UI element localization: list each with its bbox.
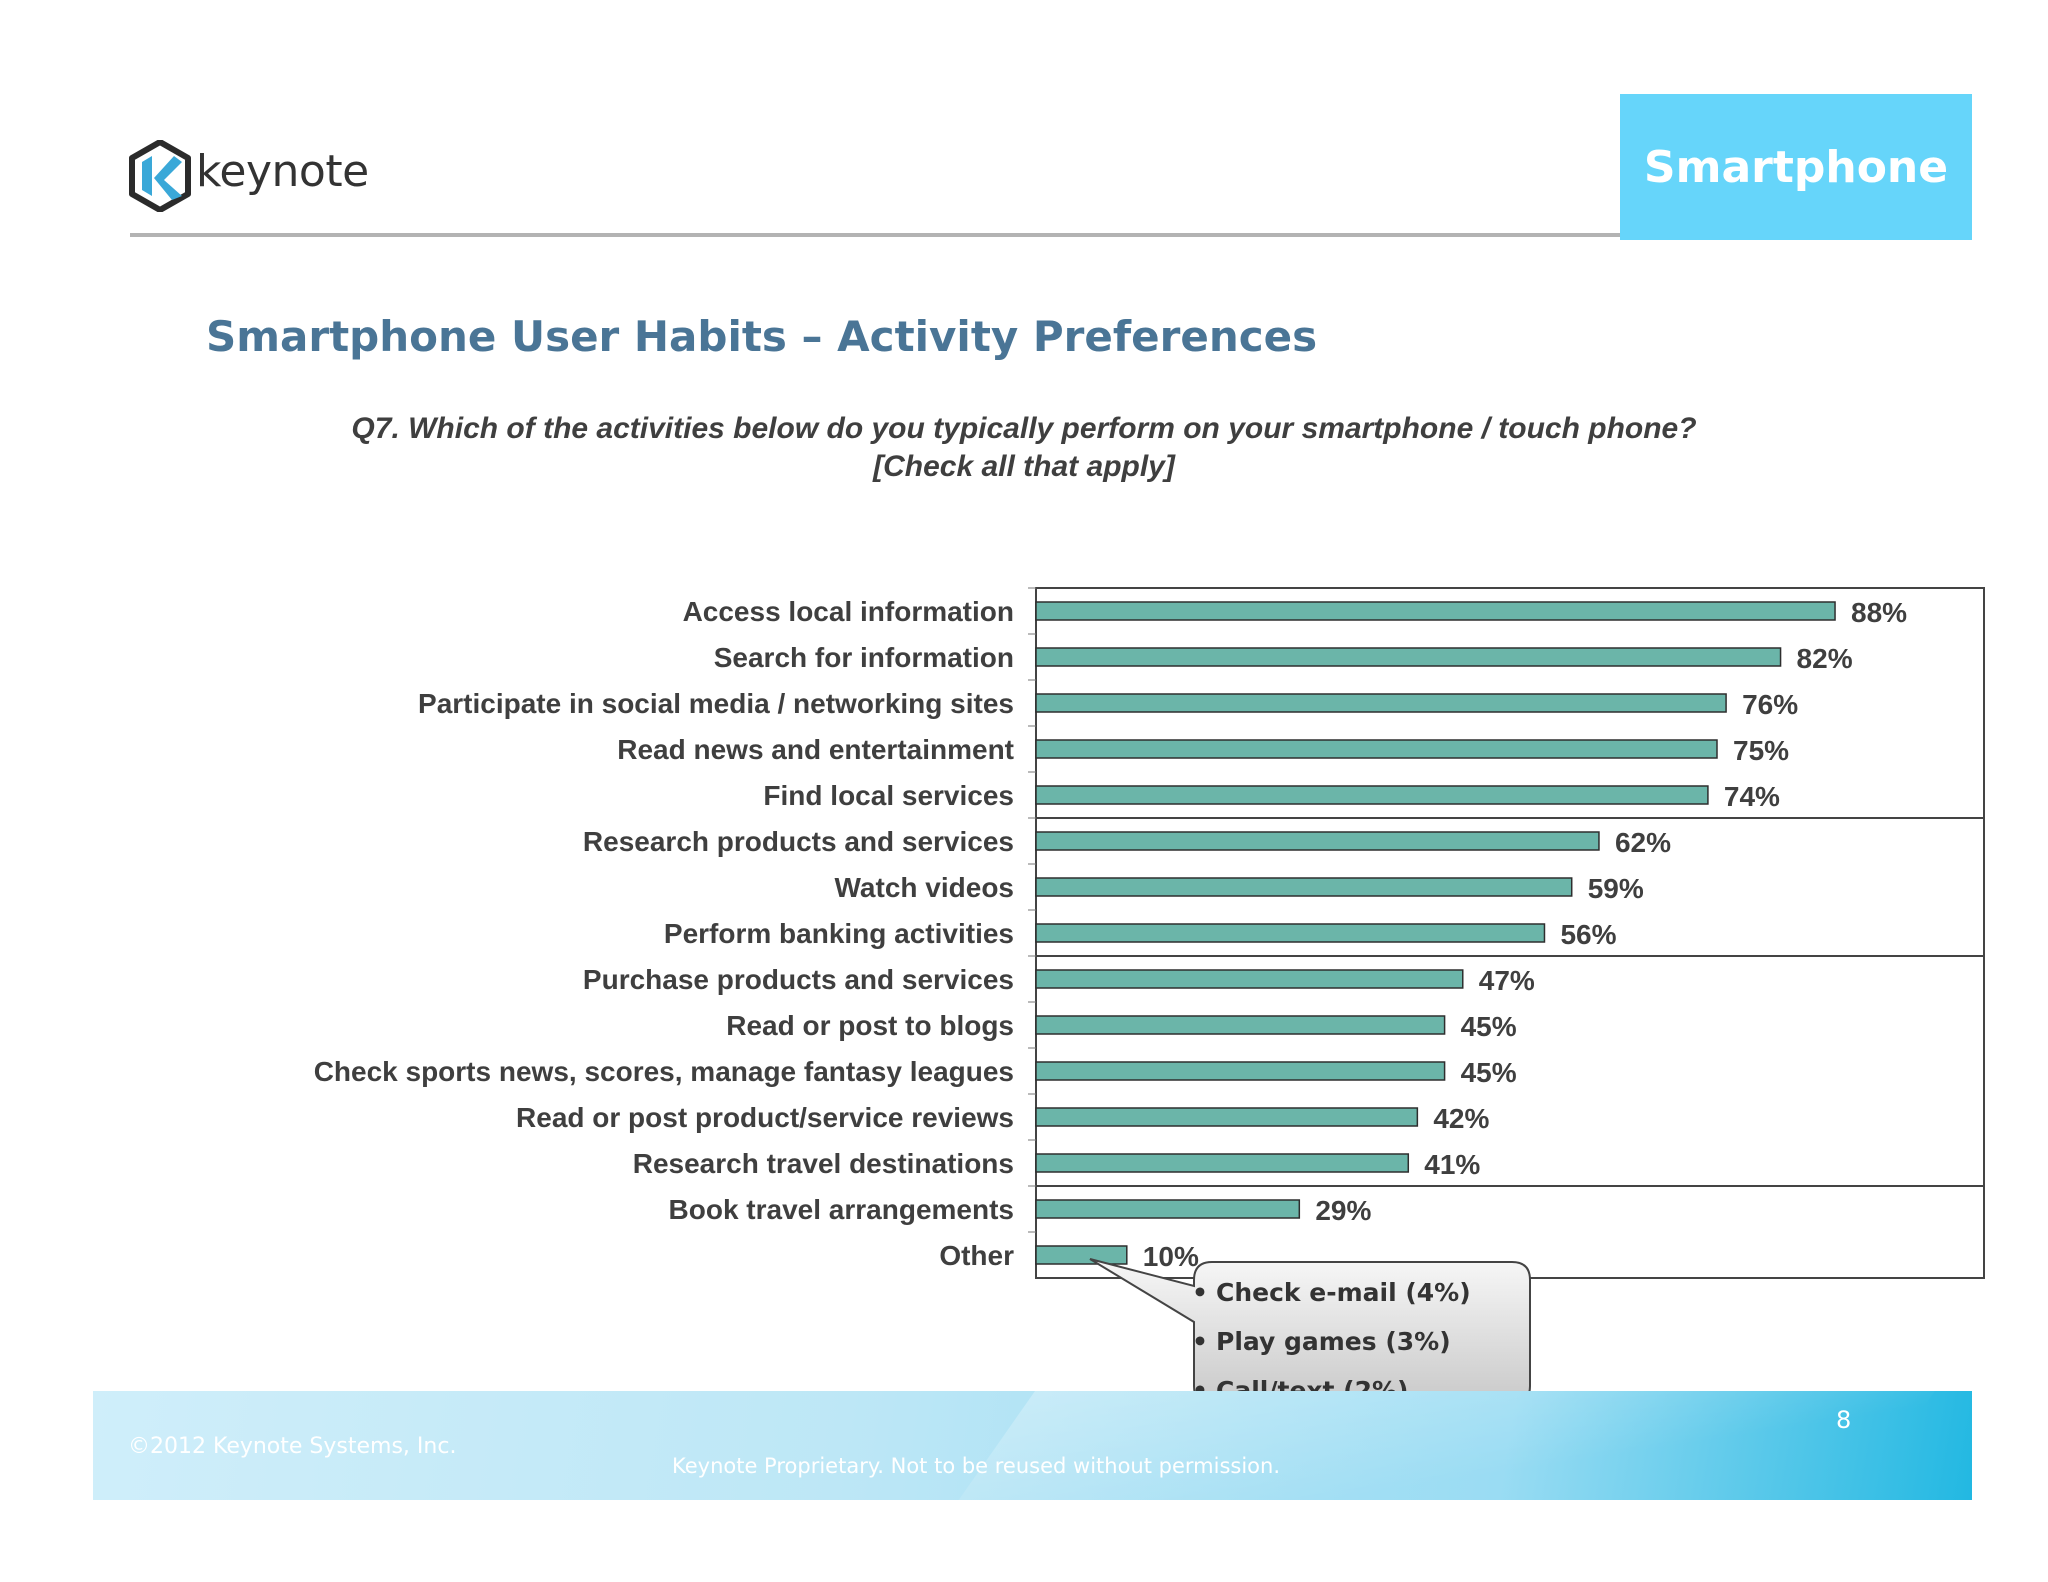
category-label: Find local services xyxy=(763,780,1014,811)
callout-item: • Play games (3%) xyxy=(1192,1327,1451,1356)
bar xyxy=(1035,1061,1446,1081)
value-label: 76% xyxy=(1742,689,1798,720)
category-label: Research travel destinations xyxy=(633,1148,1014,1179)
footer-decoration xyxy=(922,1391,1964,1500)
value-label: 42% xyxy=(1433,1103,1489,1134)
survey-question: Q7. Which of the activities below do you… xyxy=(0,410,2048,486)
bar xyxy=(1035,647,1782,667)
value-label: 82% xyxy=(1797,643,1853,674)
bar xyxy=(1035,785,1709,805)
category-label: Read news and entertainment xyxy=(617,734,1014,765)
value-label: 47% xyxy=(1479,965,1535,996)
value-label: 10% xyxy=(1143,1241,1199,1272)
category-label: Other xyxy=(939,1240,1014,1271)
section-tab-label: Smartphone xyxy=(1643,141,1949,193)
footer-band xyxy=(93,1391,1972,1500)
other-callout-list: •Check e-mail (4%) •Play games (3%) •Cal… xyxy=(1192,1268,1518,1415)
category-label: Read or post product/service reviews xyxy=(516,1102,1014,1133)
question-line-1: Q7. Which of the activities below do you… xyxy=(351,412,1697,445)
question-line-2: [Check all that apply] xyxy=(873,450,1175,483)
category-label: Access local information xyxy=(683,596,1014,627)
bar xyxy=(1035,601,1836,621)
bar xyxy=(1035,877,1573,897)
value-label: 45% xyxy=(1461,1011,1517,1042)
bar xyxy=(1035,1015,1446,1035)
keynote-k-hexagon-icon xyxy=(129,140,191,212)
footer-copyright: ©2012 Keynote Systems, Inc. xyxy=(128,1434,457,1459)
category-label: Watch videos xyxy=(835,872,1014,903)
category-label: Research products and services xyxy=(583,826,1014,857)
bar xyxy=(1035,1153,1410,1173)
value-label: 75% xyxy=(1733,735,1789,766)
category-label: Read or post to blogs xyxy=(726,1010,1014,1041)
header-divider xyxy=(130,233,1620,237)
value-label: 29% xyxy=(1315,1195,1371,1226)
page-number: 8 xyxy=(1836,1406,1852,1434)
callout-item: • Check e-mail (4%) xyxy=(1192,1278,1471,1307)
category-label: Participate in social media / networking… xyxy=(418,688,1014,719)
bar xyxy=(1035,1199,1301,1219)
value-label: 41% xyxy=(1424,1149,1480,1180)
bar xyxy=(1035,1107,1419,1127)
value-label: 45% xyxy=(1461,1057,1517,1088)
category-label: Perform banking activities xyxy=(664,918,1014,949)
section-tab: Smartphone xyxy=(1620,94,1972,240)
logo-text: keynote xyxy=(196,146,369,197)
keynote-logo: keynote xyxy=(128,140,369,215)
category-label: Check sports news, scores, manage fantas… xyxy=(314,1056,1014,1087)
category-label: Search for information xyxy=(714,642,1014,673)
bar xyxy=(1035,831,1600,851)
category-label: Book travel arrangements xyxy=(669,1194,1014,1225)
bar xyxy=(1035,739,1718,759)
value-label: 74% xyxy=(1724,781,1780,812)
bar xyxy=(1035,969,1464,989)
value-label: 88% xyxy=(1851,597,1907,628)
category-label: Purchase products and services xyxy=(583,964,1014,995)
value-label: 59% xyxy=(1588,873,1644,904)
footer-proprietary-notice: Keynote Proprietary. Not to be reused wi… xyxy=(672,1454,1281,1478)
value-label: 62% xyxy=(1615,827,1671,858)
slide-title: Smartphone User Habits – Activity Prefer… xyxy=(206,312,1318,361)
bar xyxy=(1035,1245,1128,1265)
bar xyxy=(1035,923,1546,943)
bar xyxy=(1035,693,1727,713)
value-label: 56% xyxy=(1560,919,1616,950)
